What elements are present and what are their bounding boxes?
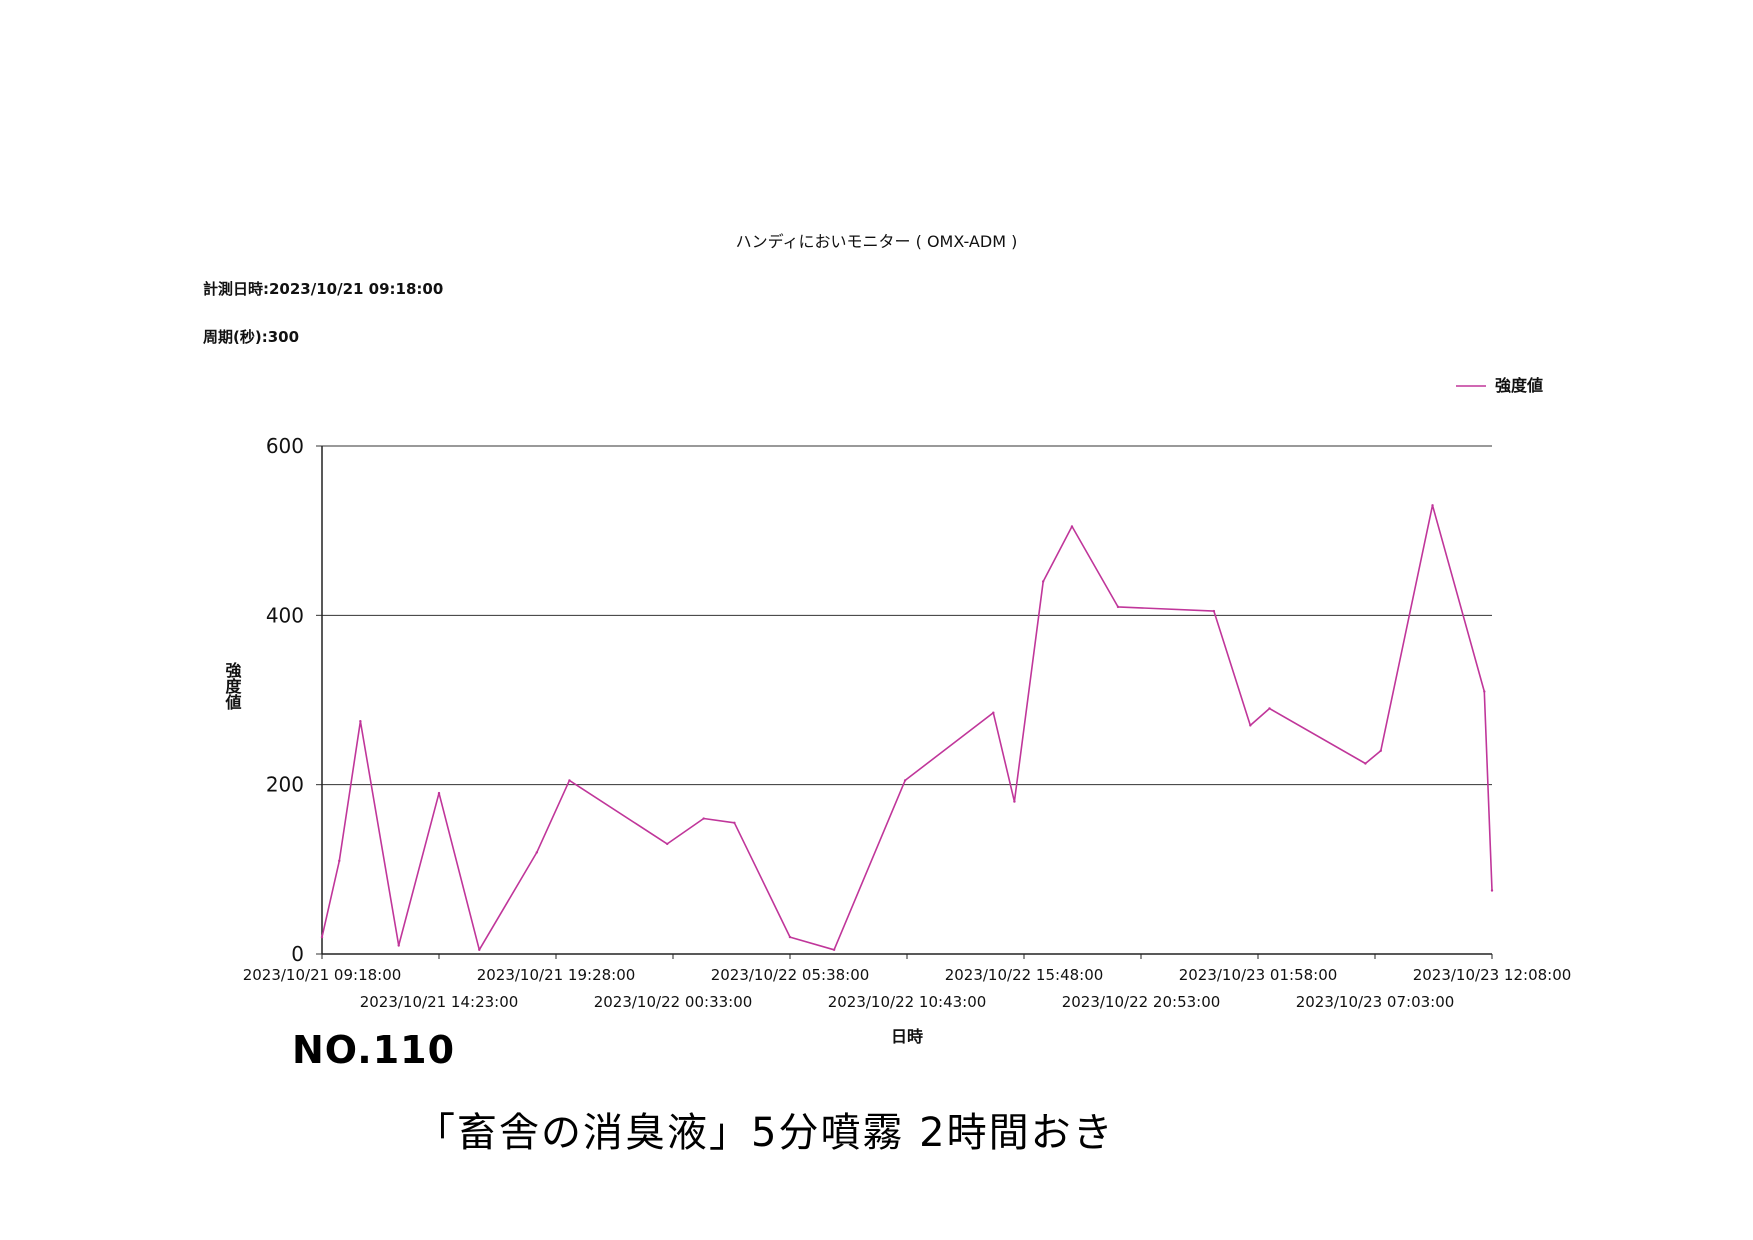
x-tick-label: 2023/10/21 09:18:00 [243,966,402,984]
data-point [359,719,362,723]
data-point [437,791,441,795]
data-point [397,944,400,947]
measure-period: 周期(秒):300 [203,328,300,346]
x-tick-label: 2023/10/23 07:03:00 [1296,993,1455,1011]
x-axis-title: 日時 [891,1027,923,1046]
x-tick-label: 2023/10/22 15:48:00 [945,966,1104,984]
data-point [1364,762,1367,765]
series-line-0 [321,504,1493,951]
y-axis-title: 強度値 [223,661,243,711]
data-point [788,935,792,939]
data-point [832,948,836,951]
data-point [1268,707,1271,710]
data-point [992,711,995,714]
x-tick-label: 2023/10/23 01:58:00 [1179,966,1338,984]
handwritten-memo: 「畜舎の消臭液」5分噴霧 2時間おき [415,1110,1115,1156]
y-tick-label: 200 [266,773,304,797]
data-point [320,935,324,939]
data-point [1070,525,1074,528]
data-point [478,948,481,951]
data-point [1379,749,1382,752]
grid-lines [316,445,1492,955]
x-tick-label: 2023/10/22 05:38:00 [711,966,870,984]
legend: 強度値 [1456,376,1543,395]
data-point [1249,724,1252,727]
axes [321,446,1493,959]
data-point [338,859,341,863]
x-tick-label: 2023/10/21 14:23:00 [360,993,519,1011]
data-point [568,779,571,782]
y-tick-label: 600 [266,434,304,458]
x-tick-label: 2023/10/22 20:53:00 [1062,993,1221,1011]
legend-label: 強度値 [1495,376,1543,395]
data-point [666,842,669,846]
data-point [1041,580,1045,583]
x-tick-label: 2023/10/22 10:43:00 [828,993,987,1011]
x-tick-label: 2023/10/22 00:33:00 [594,993,753,1011]
data-point [733,821,736,824]
page-title: ハンディにおいモニター ( OMX-ADM ) [735,232,1018,251]
x-tick-label: 2023/10/21 19:28:00 [477,966,636,984]
data-point [1490,889,1494,892]
y-tick-label: 0 [291,942,304,966]
data-point [903,779,907,782]
measure-datetime: 計測日時:2023/10/21 09:18:00 [203,280,444,298]
x-tick-label: 2023/10/23 12:08:00 [1413,966,1572,984]
series-layer [320,504,1494,951]
data-point [702,817,705,820]
data-point [1013,800,1016,803]
tick-labels: 0 200 400 600 2023/10/21 09:18:00 2023/10/21 … [243,434,1572,1011]
data-point [1212,609,1216,613]
data-point [1431,504,1434,507]
data-point [1483,690,1486,693]
data-point [535,851,539,854]
y-tick-label: 400 [266,603,304,627]
handwritten-number: NO.110 [292,1028,456,1072]
data-point [1116,605,1120,609]
